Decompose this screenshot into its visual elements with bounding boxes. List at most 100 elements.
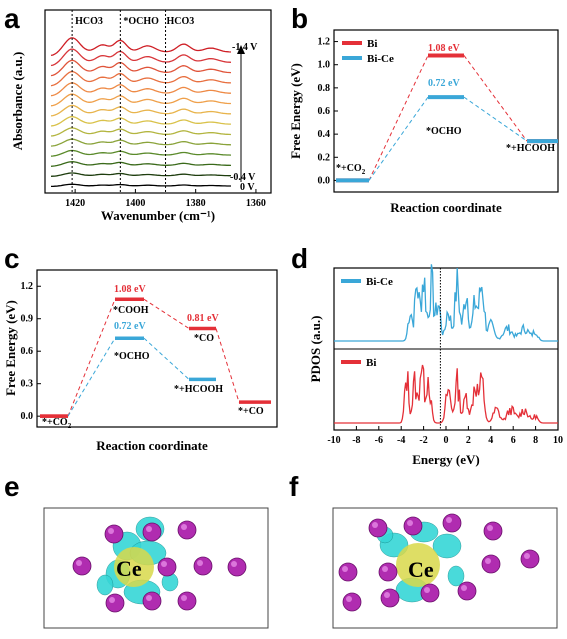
d-xtick-label-0: -10 [327,435,340,446]
ref-label-2: HCO3- [167,13,195,27]
panel-a-reference-lines: HCO3- *OCHO HCO3- [71,10,195,193]
c-cooh-label: *COOH [113,305,149,316]
b-ocho-label: *OCHO [426,126,462,137]
e-bi-atom-7 [105,593,125,613]
c-ytick-label-1: 0.3 [21,379,34,390]
e-bi-atom-8 [142,591,162,611]
panel-c-xlabel: Reaction coordinate [96,438,208,453]
panel-a-x-ticks: 1420 1400 1380 1360 [65,189,266,209]
c-co-peak-label: 0.81 eV [187,313,219,324]
b-ytick-label-5: 1.0 [318,60,331,71]
spectrum-line-13 [50,37,232,57]
e-bi-atom-highlight-1 [146,526,152,532]
spectrum-line-0 [51,183,231,188]
f-bi-atom-5 [378,562,398,582]
ref-label-0: HCO3- [75,13,103,27]
f-bi-atom-highlight-3 [487,525,493,531]
e-ce-atom [114,547,154,587]
b-hcooh-label: *+HCOOH [506,143,555,154]
a-xtick-label-1: 1400 [125,198,145,209]
d-xtick-label-1: -8 [352,435,360,446]
b-co2-sub: 2 [362,168,366,176]
d-xtick-label-5: 0 [444,435,449,446]
c-ocho-label: *OCHO [114,351,150,362]
spectrum-line-1 [50,172,231,177]
d-xtick-label-10: 10 [553,435,563,446]
c-connector-0-0 [67,299,116,417]
b-connector-1-1 [463,96,528,142]
d-xtick-label-4: -2 [419,435,427,446]
panel-d-curves [334,264,558,430]
c-end-label: *+CO [238,406,264,417]
c-hcooh-label: *+HCOOH [174,384,223,395]
a-xtick-label-3: 1360 [246,198,266,209]
spectrum-line-3 [50,149,232,157]
f-bi-atom-6 [481,554,501,574]
panel-e-atoms [72,516,247,613]
pdos-bi-curve [334,364,558,424]
e-bi-atom-0 [104,524,124,544]
potential-top-label: -1.4 V [232,42,258,53]
b-ytick-label-1: 0.2 [318,152,331,163]
e-bi-atom-highlight-6 [231,561,237,567]
f-bi-atom-0 [368,518,388,538]
panel-c-energy-diagram: 0.0 0.3 0.6 0.9 1.2 1.08 eV *COOH 0.72 eV *O… [3,269,278,453]
a-xtick-label-2: 1380 [186,198,206,209]
b-ytick-label-6: 1.2 [318,37,331,48]
spectrum-line-9 [50,82,231,97]
c-ytick-label-3: 0.9 [21,314,34,325]
e-bi-atom-highlight-8 [146,595,152,601]
f-bi-atom-highlight-6 [485,558,491,564]
e-bi-atom-6 [227,557,247,577]
e-bi-atom-9 [177,591,197,611]
f-density-lobe-5 [447,565,465,587]
c-co2-label: *+CO2 [42,417,72,430]
panel-label-c: c [4,243,20,274]
panel-c-y-axis: 0.0 0.3 0.6 0.9 1.2 [21,281,41,422]
panel-b-xlabel: Reaction coordinate [390,200,502,215]
panel-b-paths [336,53,558,183]
pdos-bice-curve [334,264,558,342]
panel-a-frame [44,9,272,194]
e-bi-atom-highlight-5 [197,560,203,566]
f-bi-atom-4 [338,562,358,582]
ref-label-text-2: HCO3 [167,16,195,27]
legend-d-bi-label: Bi [366,357,376,369]
b-connector-0-0 [368,55,429,181]
panel-d-x-ticks: -10 -8 -6 -4 -2 0 2 4 6 8 10 [327,426,563,446]
spectrum-line-8 [50,93,231,107]
e-bi-atom-highlight-2 [181,524,187,530]
spectrum-line-12 [50,48,232,67]
spectrum-line-4 [50,138,232,147]
c-ytick-label-0: 0.0 [21,411,34,422]
spectrum-line-5 [50,127,232,137]
f-bi-atom-highlight-4 [342,566,348,572]
c-co2-sub: 2 [68,422,72,430]
d-xtick-label-9: 8 [533,435,538,446]
ref-label-1: *OCHO [123,16,159,27]
d-xtick-label-8: 6 [511,435,516,446]
a-xtick-label-0: 1420 [65,198,85,209]
panel-label-e: e [4,471,20,502]
panel-d-xlabel: Energy (eV) [412,452,480,467]
panel-a-spectra: HCO3- *OCHO HCO3- 1420 1400 1380 1360 -1.4 V … [10,9,272,223]
e-bi-atom-3 [72,556,92,576]
panel-f-charge-density: Ce [332,507,558,629]
spectrum-line-10 [50,70,232,87]
bice-peak-label: 0.72 eV [428,78,460,89]
bi-peak-label: 1.08 eV [428,43,460,54]
b-co2-main: *+CO [336,163,362,174]
ref-label-sup-2: - [185,13,188,21]
f-ce-atom [396,543,440,587]
b-ytick-label-4: 0.8 [318,83,331,94]
b-co2-label: *+CO2 [336,163,366,176]
panel-b-y-axis: 0.0 0.2 0.4 0.6 0.8 1.0 1.2 [318,37,338,186]
c-connector-1-0 [67,337,116,417]
spectrum-line-2 [50,161,232,167]
panel-b-energy-diagram: 0.0 0.2 0.4 0.6 0.8 1.0 1.2 Bi Bi-Ce 1.08 eV 0… [288,29,559,215]
panel-c-frame [36,269,278,428]
f-bi-atom-highlight-11 [461,585,467,591]
b-ytick-label-2: 0.4 [318,129,331,140]
panel-c-paths [40,297,271,418]
c-connector-0-1 [143,298,190,329]
